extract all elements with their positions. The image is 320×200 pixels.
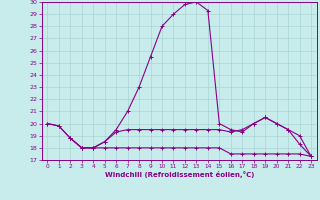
X-axis label: Windchill (Refroidissement éolien,°C): Windchill (Refroidissement éolien,°C) [105,171,254,178]
